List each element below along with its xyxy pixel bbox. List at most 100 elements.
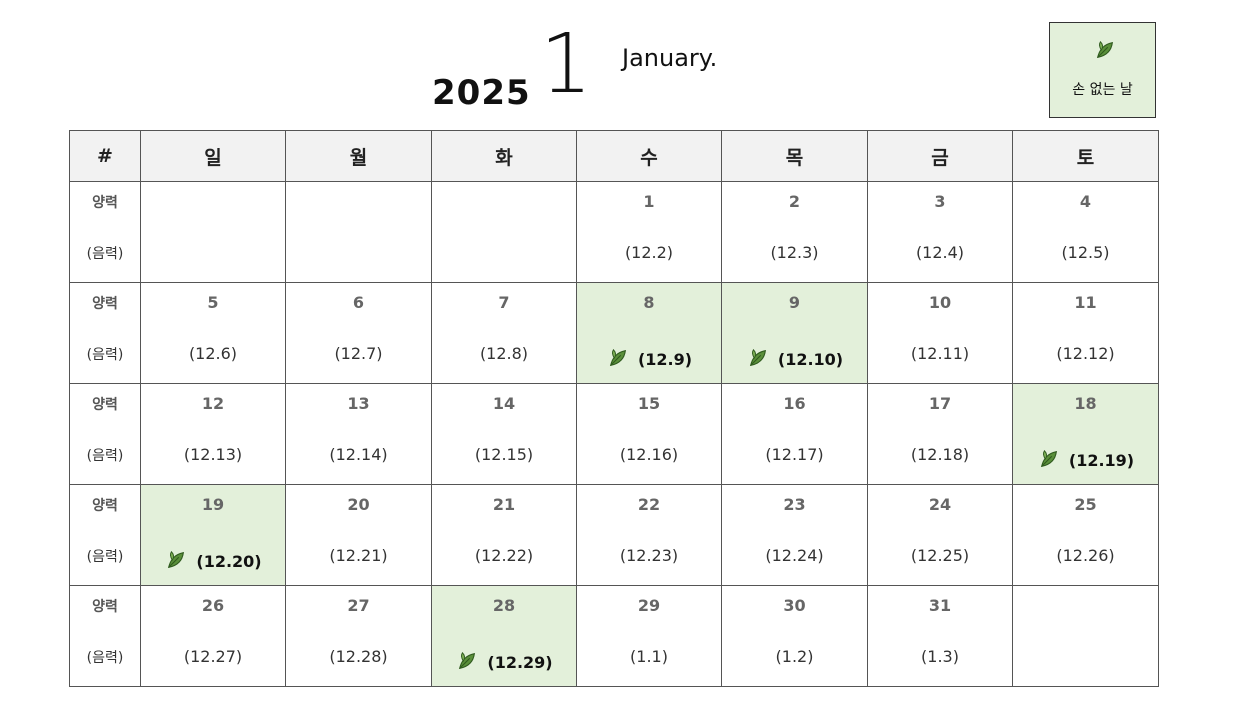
lunar-date-wrap: (12.17) bbox=[722, 445, 867, 464]
lunar-date: (12.22) bbox=[474, 546, 534, 565]
solar-date: 11 bbox=[1074, 293, 1097, 312]
weekday-sat: 토 bbox=[1012, 130, 1159, 182]
day-cell: 2 (12.3) bbox=[721, 181, 868, 283]
leaf-icon bbox=[749, 349, 766, 367]
day-cell: 6 (12.7) bbox=[285, 282, 432, 384]
solar-date: 23 bbox=[783, 495, 806, 514]
day-cell: 10 (12.11) bbox=[867, 282, 1013, 384]
lunar-date-wrap: (12.2) bbox=[577, 243, 721, 262]
row-label-cell: 양력 (음력) bbox=[69, 585, 141, 687]
year-label: 2025 bbox=[432, 73, 531, 113]
weekday-mon: 월 bbox=[285, 130, 432, 182]
weekday-wed: 수 bbox=[576, 130, 722, 182]
day-cell bbox=[1012, 585, 1159, 687]
day-cell: 25 (12.26) bbox=[1012, 484, 1159, 586]
solar-date: 26 bbox=[201, 596, 225, 615]
day-cell: 21 (12.22) bbox=[431, 484, 577, 586]
lunar-date: (12.11) bbox=[910, 344, 970, 363]
lunar-date-wrap: (12.7) bbox=[286, 344, 431, 363]
solar-date: 20 bbox=[347, 495, 370, 514]
solar-date: 28 bbox=[492, 596, 516, 615]
lunar-date: (12.25) bbox=[910, 546, 970, 565]
row-label-cell: 양력 (음력) bbox=[69, 383, 141, 485]
lunar-date: (12.28) bbox=[329, 647, 388, 666]
lunar-date: (12.6) bbox=[188, 344, 238, 363]
row-label-cell: 양력 (음력) bbox=[69, 484, 141, 586]
solar-date: 15 bbox=[637, 394, 661, 413]
lunar-label: (음력) bbox=[86, 549, 124, 565]
lunar-date-wrap: (12.29) bbox=[432, 650, 576, 672]
weekday-fri: 금 bbox=[867, 130, 1013, 182]
solar-date: 29 bbox=[637, 596, 661, 615]
lunar-label: (음력) bbox=[86, 650, 124, 666]
solar-date: 31 bbox=[928, 596, 952, 615]
day-cell: 26 (12.27) bbox=[140, 585, 286, 687]
day-cell: 30 (1.2) bbox=[721, 585, 868, 687]
solar-date: 22 bbox=[637, 495, 661, 514]
lunar-date-wrap: (12.16) bbox=[577, 445, 721, 464]
lunar-label: (음력) bbox=[86, 448, 124, 464]
lunar-date: (1.3) bbox=[921, 647, 959, 666]
lunar-date: (12.26) bbox=[1056, 546, 1115, 565]
day-cell: 31 (1.3) bbox=[867, 585, 1013, 687]
lunar-date-wrap: (12.20) bbox=[141, 549, 285, 571]
day-cell bbox=[285, 181, 432, 283]
week-row: 양력 (음력) 5 (12.6) 6 (12.7) 7 (12.8) 8 (12.9) 9 (12.1… bbox=[69, 282, 1159, 384]
lunar-date-wrap: (12.27) bbox=[141, 647, 285, 666]
day-cell: 17 (12.18) bbox=[867, 383, 1013, 485]
lunar-date: (12.13) bbox=[183, 445, 243, 464]
leaf-icon bbox=[609, 349, 626, 367]
day-cell: 5 (12.6) bbox=[140, 282, 286, 384]
legend-box: 손 없는 날 bbox=[1049, 22, 1156, 118]
solar-label: 양력 bbox=[92, 195, 118, 211]
lunar-date-wrap: (12.22) bbox=[432, 546, 576, 565]
solar-date: 1 bbox=[643, 192, 655, 211]
lunar-date: (12.8) bbox=[479, 344, 529, 363]
lunar-date-wrap: (12.4) bbox=[868, 243, 1012, 262]
day-cell: 15 (12.16) bbox=[576, 383, 722, 485]
day-cell: 4 (12.5) bbox=[1012, 181, 1159, 283]
solar-date: 27 bbox=[347, 596, 370, 615]
lunar-date-wrap: (12.9) bbox=[577, 347, 721, 369]
lunar-date-wrap: (12.28) bbox=[286, 647, 431, 666]
solar-label: 양력 bbox=[92, 498, 118, 514]
solar-label: 양력 bbox=[92, 296, 118, 312]
solar-date: 25 bbox=[1074, 495, 1097, 514]
lunar-date-wrap: (12.3) bbox=[722, 243, 867, 262]
lunar-date: (12.4) bbox=[915, 243, 965, 262]
lunar-date: (12.5) bbox=[1061, 243, 1110, 262]
calendar-table: # 일 월 화 수 목 금 토 양력 (음력) 1 (12.2) 2 (12.3) 3 (12… bbox=[69, 130, 1159, 687]
lunar-date-wrap: (12.5) bbox=[1013, 243, 1158, 262]
lunar-date: (12.29) bbox=[487, 653, 553, 672]
leaf-icon bbox=[1040, 450, 1057, 468]
solar-label: 양력 bbox=[92, 397, 118, 413]
leaf-icon bbox=[459, 652, 476, 670]
lunar-date-wrap: (12.15) bbox=[432, 445, 576, 464]
solar-date: 10 bbox=[928, 293, 952, 312]
day-cell: 29 (1.1) bbox=[576, 585, 722, 687]
day-cell: 7 (12.8) bbox=[431, 282, 577, 384]
solar-date: 9 bbox=[788, 293, 801, 312]
day-cell: 28 (12.29) bbox=[431, 585, 577, 687]
lunar-date-wrap: (1.2) bbox=[722, 647, 867, 666]
day-cell: 11 (12.12) bbox=[1012, 282, 1159, 384]
day-cell bbox=[431, 181, 577, 283]
day-cell: 13 (12.14) bbox=[285, 383, 432, 485]
solar-date: 4 bbox=[1079, 192, 1092, 211]
lunar-label: (음력) bbox=[86, 347, 124, 363]
lunar-date: (12.12) bbox=[1056, 344, 1115, 363]
lunar-date-wrap: (12.19) bbox=[1013, 448, 1158, 470]
solar-date: 6 bbox=[352, 293, 365, 312]
lunar-date-wrap: (12.13) bbox=[141, 445, 285, 464]
weekday-sun: 일 bbox=[140, 130, 286, 182]
day-cell: 12 (12.13) bbox=[140, 383, 286, 485]
day-cell: 9 (12.10) bbox=[721, 282, 868, 384]
lunar-date: (12.10) bbox=[777, 350, 844, 369]
solar-date: 24 bbox=[928, 495, 952, 514]
solar-date: 2 bbox=[788, 192, 801, 211]
day-cell: 19 (12.20) bbox=[140, 484, 286, 586]
lunar-date-wrap: (1.1) bbox=[577, 647, 721, 666]
solar-date: 7 bbox=[498, 293, 510, 312]
solar-date: 21 bbox=[492, 495, 516, 514]
day-cell: 1 (12.2) bbox=[576, 181, 722, 283]
